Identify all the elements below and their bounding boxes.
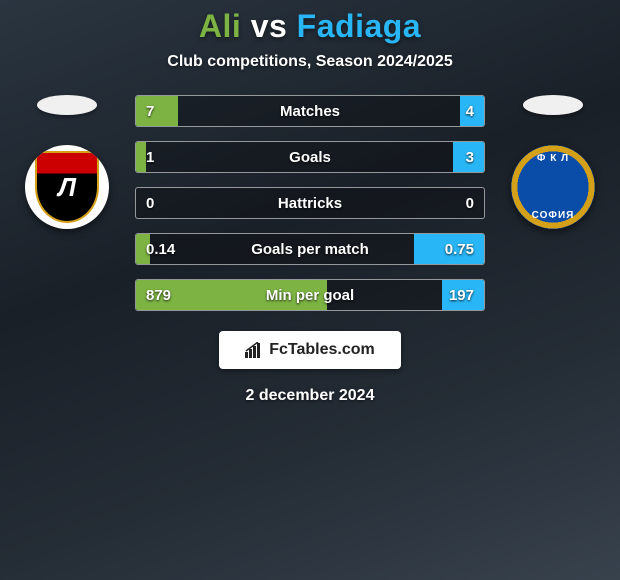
left-badge-letter: Л bbox=[58, 172, 76, 203]
stats-column: 7 Matches 4 1 Goals 3 0 Hattricks 0 0.14 Goals per… bbox=[135, 95, 485, 311]
stat-value-left: 0 bbox=[146, 195, 154, 212]
stat-value-right: 0 bbox=[466, 195, 474, 212]
title-player2: Fadiaga bbox=[297, 8, 421, 44]
brand-box[interactable]: FcTables.com bbox=[219, 331, 401, 369]
stat-label: Goals bbox=[289, 149, 331, 166]
title-vs: vs bbox=[251, 8, 288, 44]
stat-value-left: 7 bbox=[146, 103, 154, 120]
stat-value-right: 0.75 bbox=[445, 241, 474, 258]
stat-value-right: 197 bbox=[449, 287, 474, 304]
stat-value-left: 879 bbox=[146, 287, 171, 304]
left-country-flag bbox=[37, 95, 97, 115]
stat-label: Goals per match bbox=[251, 241, 369, 258]
stat-label: Matches bbox=[280, 103, 340, 120]
right-side-column: Ф К Л СОФИЯ bbox=[503, 95, 603, 229]
main-row: Л 7 Matches 4 1 Goals 3 0 Hattricks 0 0.14 Goals p… bbox=[0, 95, 620, 311]
stat-label: Hattricks bbox=[278, 195, 342, 212]
stat-value-left: 1 bbox=[146, 149, 154, 166]
right-badge-bottom: СОФИЯ bbox=[511, 210, 595, 221]
stat-bar: 7 Matches 4 bbox=[135, 95, 485, 127]
left-badge-inner: Л bbox=[35, 151, 99, 223]
stat-bar: 879 Min per goal 197 bbox=[135, 279, 485, 311]
stat-bar: 0.14 Goals per match 0.75 bbox=[135, 233, 485, 265]
stat-value-left: 0.14 bbox=[146, 241, 175, 258]
left-club-badge: Л bbox=[25, 145, 109, 229]
chart-icon bbox=[245, 342, 263, 358]
stat-value-right: 4 bbox=[466, 103, 474, 120]
stat-label: Min per goal bbox=[266, 287, 354, 304]
page-title: Ali vs Fadiaga bbox=[199, 8, 421, 45]
right-badge-top: Ф К Л bbox=[511, 153, 595, 164]
content-wrapper: Ali vs Fadiaga Club competitions, Season… bbox=[0, 0, 620, 580]
stat-bar: 0 Hattricks 0 bbox=[135, 187, 485, 219]
title-player1: Ali bbox=[199, 8, 241, 44]
bar-fill-left bbox=[136, 96, 178, 126]
stat-value-right: 3 bbox=[466, 149, 474, 166]
bar-fill-left bbox=[136, 142, 146, 172]
date-text: 2 december 2024 bbox=[246, 387, 375, 405]
right-club-badge: Ф К Л СОФИЯ bbox=[511, 145, 595, 229]
stat-bar: 1 Goals 3 bbox=[135, 141, 485, 173]
right-country-flag bbox=[523, 95, 583, 115]
brand-text: FcTables.com bbox=[269, 341, 375, 359]
left-side-column: Л bbox=[17, 95, 117, 229]
subtitle: Club competitions, Season 2024/2025 bbox=[167, 53, 452, 71]
